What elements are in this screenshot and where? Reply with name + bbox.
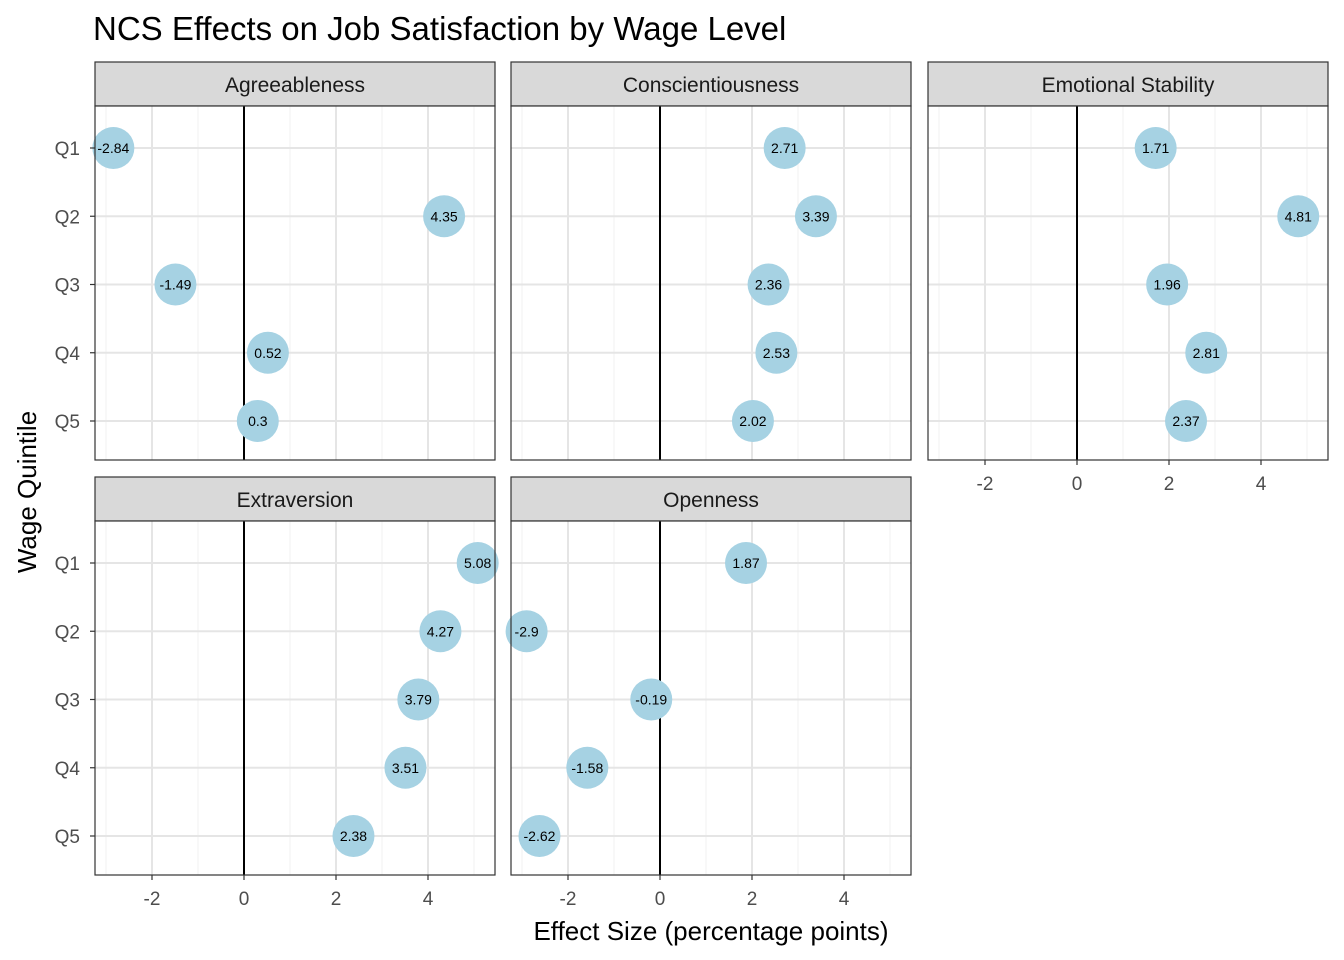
facet-panels: Agreeableness -2.84 4.35 -1.49 0.52 0.3 Q1 Q2 Q3… <box>55 61 1329 910</box>
data-label: 2.36 <box>755 277 782 293</box>
data-point <box>763 127 806 169</box>
x-tick-label: 4 <box>1256 474 1267 495</box>
plot-area-conscientiousness <box>511 106 911 460</box>
panel-border-extraversion <box>94 520 496 876</box>
y-tick-label: Q4 <box>55 759 81 780</box>
data-point <box>630 678 673 721</box>
y-tick-label: Q5 <box>55 412 80 433</box>
data-label: -2.62 <box>524 828 556 844</box>
data-point <box>1146 263 1189 306</box>
panel-agreeableness: Agreeableness -2.84 4.35 -1.49 0.52 0.3 Q1 Q2 Q3… <box>55 61 496 461</box>
data-label: 0.3 <box>248 413 268 429</box>
data-point <box>566 746 609 789</box>
x-tick-label: 2 <box>747 889 758 910</box>
data-label: 2.38 <box>340 828 367 844</box>
y-tick-label: Q1 <box>55 139 80 160</box>
x-tick-label: 2 <box>1164 474 1175 495</box>
strip-extraversion <box>94 476 496 522</box>
strip-label-extraversion: Extraversion <box>237 489 354 512</box>
data-label: 4.35 <box>430 208 457 224</box>
y-axis-title: Wage Quintile <box>12 411 42 573</box>
panel-border-emotional-stability <box>927 105 1329 461</box>
y-tick-label: Q3 <box>55 691 80 712</box>
y-tick-label: Q1 <box>55 554 80 575</box>
x-tick-label: 4 <box>839 889 850 910</box>
data-point <box>1134 127 1177 169</box>
data-point <box>1277 195 1320 238</box>
data-label: 2.02 <box>739 413 766 429</box>
data-label: 5.08 <box>464 555 491 571</box>
data-label: -0.19 <box>635 692 667 708</box>
y-tick-label: Q2 <box>55 622 80 643</box>
strip-openness <box>510 476 912 522</box>
x-tick-label: 0 <box>655 889 666 910</box>
data-point <box>505 610 548 653</box>
x-tick-label: 2 <box>331 889 342 910</box>
data-point <box>731 400 774 442</box>
panel-border-conscientiousness <box>510 105 912 461</box>
plot-area-openness <box>511 521 911 875</box>
data-point <box>456 542 499 584</box>
data-label: 2.37 <box>1172 413 1199 429</box>
data-point <box>154 263 197 306</box>
data-point <box>518 815 561 857</box>
data-point <box>423 195 466 238</box>
x-tick-label: 0 <box>1072 474 1083 495</box>
panel-emotional-stability: Emotional Stability 1.71 4.81 1.96 2.81 2.37 -… <box>927 61 1329 495</box>
data-label: 1.71 <box>1142 140 1169 156</box>
data-label: -1.58 <box>571 760 603 776</box>
x-tick-label: -2 <box>560 889 577 910</box>
data-point <box>794 195 837 238</box>
panel-border-openness <box>510 520 912 876</box>
data-label: 1.96 <box>1154 277 1181 293</box>
x-tick-label: 0 <box>239 889 250 910</box>
panel-conscientiousness: Conscientiousness 2.71 3.39 2.36 2.53 2.02 <box>510 61 912 461</box>
data-label: 2.53 <box>763 345 790 361</box>
data-point <box>397 678 440 721</box>
data-label: 4.81 <box>1285 208 1312 224</box>
data-point <box>384 746 427 789</box>
data-label: 4.27 <box>427 623 454 639</box>
data-point <box>92 127 135 169</box>
y-tick-label: Q5 <box>55 827 80 848</box>
data-label: -1.49 <box>159 277 191 293</box>
strip-agreeableness <box>94 61 496 107</box>
data-point <box>236 400 279 442</box>
strip-conscientiousness <box>510 61 912 107</box>
x-tick-label: -2 <box>977 474 994 495</box>
x-tick-label: 4 <box>423 889 434 910</box>
x-tick-label: -2 <box>144 889 161 910</box>
panel-openness: Openness 1.87 -2.9 -0.19 -1.58 -2.62 -2 0 2 4 <box>505 476 912 910</box>
y-tick-label: Q2 <box>55 207 80 228</box>
data-label: 3.79 <box>405 692 432 708</box>
strip-label-openness: Openness <box>663 489 759 512</box>
plot-area-emotional-stability <box>928 106 1328 460</box>
data-point <box>725 542 768 584</box>
y-tick-label: Q4 <box>55 344 81 365</box>
data-label: 2.71 <box>771 140 798 156</box>
data-point <box>419 610 462 653</box>
data-label: -2.9 <box>515 623 539 639</box>
chart-title: NCS Effects on Job Satisfaction by Wage … <box>93 10 786 47</box>
data-point <box>332 815 375 857</box>
strip-label-agreeableness: Agreeableness <box>225 74 365 97</box>
data-label: 3.51 <box>392 760 419 776</box>
data-label: 0.52 <box>254 345 281 361</box>
y-tick-label: Q3 <box>55 276 80 297</box>
data-label: 1.87 <box>732 555 759 571</box>
strip-label-conscientiousness: Conscientiousness <box>623 74 799 97</box>
data-label: 2.81 <box>1193 345 1220 361</box>
data-point <box>1165 400 1208 442</box>
strip-label-emotional-stability: Emotional Stability <box>1042 74 1215 97</box>
data-label: -2.84 <box>97 140 129 156</box>
data-point <box>755 331 798 374</box>
data-point <box>747 263 790 306</box>
data-label: 3.39 <box>802 208 829 224</box>
data-point <box>1185 331 1228 374</box>
panel-border-agreeableness <box>94 105 496 461</box>
data-point <box>246 331 289 374</box>
x-axis-title: Effect Size (percentage points) <box>533 916 888 946</box>
panel-extraversion: Extraversion 5.08 4.27 3.79 3.51 2.38 Q1 Q2 Q3 Q4… <box>55 476 499 910</box>
